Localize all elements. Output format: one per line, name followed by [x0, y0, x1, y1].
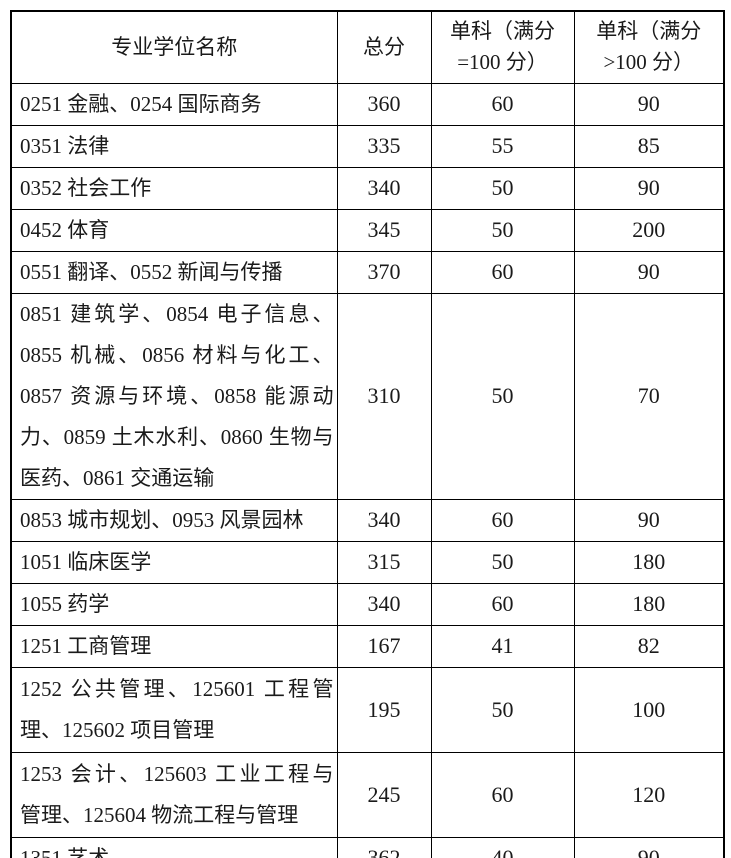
total-score-cell: 167	[336, 624, 432, 668]
single-eq-100-cell: 60	[430, 250, 575, 294]
header-single-gt-100: 单科（满分 >100 分）	[573, 10, 725, 84]
single-eq-100-cell: 60	[430, 498, 575, 542]
single-gt-100-cell: 120	[573, 751, 725, 838]
single-gt-100-cell: 90	[573, 250, 725, 294]
total-score-cell: 345	[336, 208, 432, 252]
single-eq-100-cell: 60	[430, 751, 575, 838]
single-gt-100-cell: 85	[573, 124, 725, 168]
single-eq-100-cell: 60	[430, 82, 575, 126]
single-eq-100-cell: 50	[430, 666, 575, 753]
program-name-cell: 0851 建筑学、0854 电子信息、 0855 机械、0856 材料与化工、 08…	[10, 292, 338, 500]
table-row: 0853 城市规划、0953 风景园林 340 60 90	[10, 498, 725, 542]
table-row: 1055 药学 340 60 180	[10, 582, 725, 626]
single-gt-100-cell: 90	[573, 82, 725, 126]
table-header-row: 专业学位名称 总分 单科（满分 =100 分） 单科（满分 >100 分）	[10, 10, 725, 84]
single-gt-100-cell: 82	[573, 624, 725, 668]
single-gt-100-cell: 90	[573, 498, 725, 542]
program-name-cell: 1351 艺术	[10, 836, 338, 858]
table-row: 1252 公共管理、125601 工程管 理、125602 项目管理 195 50…	[10, 666, 725, 753]
single-eq-100-cell: 50	[430, 540, 575, 584]
program-name-cell: 0351 法律	[10, 124, 338, 168]
total-score-cell: 310	[336, 292, 432, 500]
table-row: 1051 临床医学 315 50 180	[10, 540, 725, 584]
single-eq-100-cell: 50	[430, 292, 575, 500]
program-name-cell: 0551 翻译、0552 新闻与传播	[10, 250, 338, 294]
program-name-cell: 1055 药学	[10, 582, 338, 626]
table-row: 0351 法律 335 55 85	[10, 124, 725, 168]
single-eq-100-cell: 55	[430, 124, 575, 168]
header-total-score: 总分	[336, 10, 432, 84]
table-row: 1253 会计、125603 工业工程与 管理、125604 物流工程与管理 24…	[10, 751, 725, 838]
table-row: 0251 金融、0254 国际商务 360 60 90	[10, 82, 725, 126]
table-row: 1351 艺术 362 40 90	[10, 836, 725, 858]
single-gt-100-cell: 180	[573, 582, 725, 626]
total-score-cell: 195	[336, 666, 432, 753]
total-score-cell: 362	[336, 836, 432, 858]
single-eq-100-cell: 60	[430, 582, 575, 626]
single-gt-100-cell: 180	[573, 540, 725, 584]
program-name-cell: 1251 工商管理	[10, 624, 338, 668]
total-score-cell: 340	[336, 582, 432, 626]
single-gt-100-cell: 90	[573, 166, 725, 210]
total-score-cell: 360	[336, 82, 432, 126]
total-score-cell: 370	[336, 250, 432, 294]
table-row: 0551 翻译、0552 新闻与传播 370 60 90	[10, 250, 725, 294]
table-row: 0851 建筑学、0854 电子信息、 0855 机械、0856 材料与化工、 08…	[10, 292, 725, 500]
total-score-cell: 335	[336, 124, 432, 168]
total-score-cell: 315	[336, 540, 432, 584]
total-score-cell: 340	[336, 498, 432, 542]
program-name-cell: 1051 临床医学	[10, 540, 338, 584]
score-table: 专业学位名称 总分 单科（满分 =100 分） 单科（满分 >100 分） 0251…	[10, 10, 725, 858]
header-single-eq-100: 单科（满分 =100 分）	[430, 10, 575, 84]
single-gt-100-cell: 90	[573, 836, 725, 858]
program-name-cell: 0853 城市规划、0953 风景园林	[10, 498, 338, 542]
single-eq-100-cell: 50	[430, 208, 575, 252]
single-eq-100-cell: 41	[430, 624, 575, 668]
program-name-cell: 0352 社会工作	[10, 166, 338, 210]
table-row: 0452 体育 345 50 200	[10, 208, 725, 252]
single-eq-100-cell: 50	[430, 166, 575, 210]
program-name-cell: 0452 体育	[10, 208, 338, 252]
table-row: 1251 工商管理 167 41 82	[10, 624, 725, 668]
program-name-cell: 1253 会计、125603 工业工程与 管理、125604 物流工程与管理	[10, 751, 338, 838]
table-row: 0352 社会工作 340 50 90	[10, 166, 725, 210]
single-eq-100-cell: 40	[430, 836, 575, 858]
program-name-cell: 0251 金融、0254 国际商务	[10, 82, 338, 126]
program-name-cell: 1252 公共管理、125601 工程管 理、125602 项目管理	[10, 666, 338, 753]
header-program-name: 专业学位名称	[10, 10, 338, 84]
single-gt-100-cell: 200	[573, 208, 725, 252]
single-gt-100-cell: 70	[573, 292, 725, 500]
total-score-cell: 245	[336, 751, 432, 838]
single-gt-100-cell: 100	[573, 666, 725, 753]
total-score-cell: 340	[336, 166, 432, 210]
